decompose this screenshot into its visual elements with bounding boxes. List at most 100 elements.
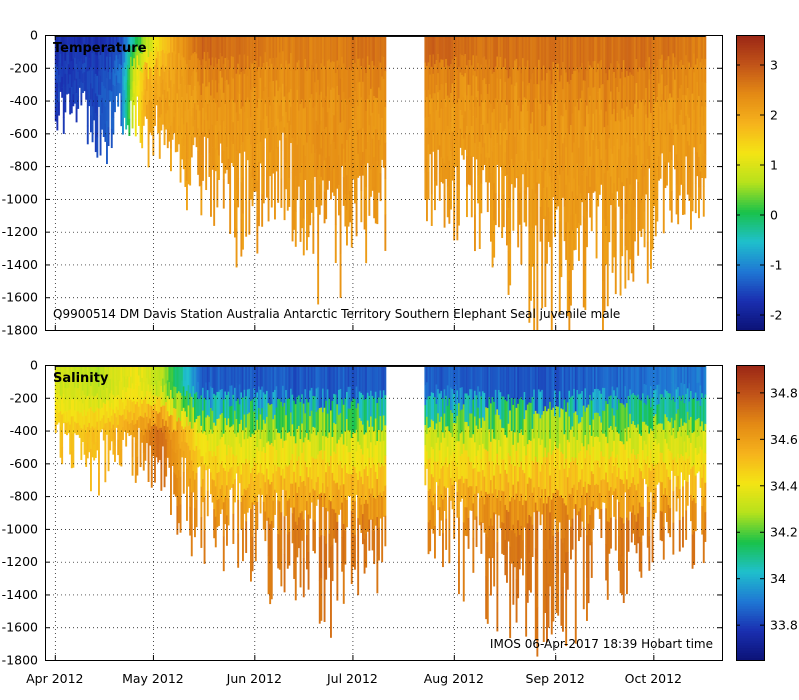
heatmap-cell xyxy=(566,365,569,403)
heatmap-cell xyxy=(594,87,596,114)
heatmap-cell xyxy=(266,390,268,418)
heatmap-cell xyxy=(344,130,347,163)
profile-column xyxy=(202,35,204,181)
heatmap-cell xyxy=(640,68,643,103)
heatmap-cell xyxy=(90,385,92,408)
heatmap-cell xyxy=(269,404,272,445)
heatmap-cell xyxy=(458,66,460,99)
heatmap-cell xyxy=(69,365,72,381)
heatmap-cell xyxy=(227,35,230,61)
colorbar-segment xyxy=(736,167,764,171)
heatmap-cell xyxy=(334,110,337,150)
heatmap-cell xyxy=(320,63,323,93)
profile-column xyxy=(579,35,582,226)
heatmap-cell xyxy=(531,112,534,152)
profile-column xyxy=(232,365,235,544)
heatmap-cell xyxy=(464,478,467,508)
heatmap-cell xyxy=(686,141,689,169)
heatmap-cell xyxy=(437,111,440,131)
heatmap-cell xyxy=(360,35,363,67)
heatmap-cell xyxy=(499,446,502,474)
heatmap-cell xyxy=(192,365,195,387)
heatmap-cell xyxy=(275,450,278,472)
heatmap-cell xyxy=(374,498,377,526)
heatmap-cell xyxy=(99,95,102,116)
heatmap-cell xyxy=(230,120,233,142)
heatmap-cell xyxy=(531,396,534,430)
heatmap-cell xyxy=(347,365,350,388)
heatmap-cell xyxy=(547,138,550,174)
heatmap-cell xyxy=(528,514,531,553)
heatmap-cell xyxy=(149,35,152,52)
heatmap-cell xyxy=(74,376,76,388)
heatmap-cell xyxy=(125,66,128,83)
heatmap-cell xyxy=(171,35,174,53)
profile-column xyxy=(138,365,140,428)
heatmap-cell xyxy=(186,494,188,521)
heatmap-cell xyxy=(501,170,504,205)
heatmap-cell xyxy=(370,442,372,469)
heatmap-cell xyxy=(666,60,668,86)
heatmap-cell xyxy=(202,59,204,84)
heatmap-cell xyxy=(80,70,83,83)
heatmap-cell xyxy=(190,365,193,398)
heatmap-cell xyxy=(85,415,88,434)
heatmap-cell xyxy=(565,72,568,111)
heatmap-cell xyxy=(254,139,257,166)
heatmap-cell xyxy=(299,365,302,403)
heatmap-cell xyxy=(90,115,92,133)
heatmap-cell xyxy=(469,485,472,511)
heatmap-cell xyxy=(179,157,182,183)
colorbar-segment xyxy=(736,143,764,147)
profile-column xyxy=(98,365,100,496)
profile-column xyxy=(619,35,622,296)
profile-column xyxy=(237,35,240,208)
heatmap-cell xyxy=(461,476,464,499)
heatmap-cell xyxy=(661,54,664,75)
heatmap-cell xyxy=(184,60,187,86)
heatmap-cell xyxy=(382,466,385,492)
heatmap-cell xyxy=(222,35,225,65)
heatmap-cell xyxy=(662,200,665,234)
heatmap-cell xyxy=(170,414,172,441)
heatmap-cell xyxy=(485,35,488,60)
heatmap-cell xyxy=(539,103,542,139)
heatmap-cell xyxy=(374,160,377,193)
heatmap-cell xyxy=(427,396,430,429)
heatmap-cell xyxy=(91,441,94,458)
profile-column xyxy=(94,365,97,458)
heatmap-cell xyxy=(182,386,185,409)
heatmap-cell xyxy=(109,435,112,451)
heatmap-cell xyxy=(219,439,222,465)
colorbar-segment xyxy=(736,317,764,321)
heatmap-cell xyxy=(696,152,699,177)
profile-column xyxy=(155,365,158,458)
heatmap-cell xyxy=(510,109,513,135)
heatmap-cell xyxy=(331,544,334,582)
heatmap-cell xyxy=(357,365,360,404)
heatmap-cell xyxy=(363,399,366,435)
heatmap-cell xyxy=(235,73,238,113)
heatmap-cell xyxy=(317,35,320,81)
heatmap-cell xyxy=(216,419,219,447)
profile-column xyxy=(158,35,161,159)
heatmap-cell xyxy=(338,414,340,441)
heatmap-cell xyxy=(526,60,529,86)
heatmap-cell xyxy=(54,421,57,434)
heatmap-cell xyxy=(442,365,444,399)
heatmap-cell xyxy=(648,123,651,147)
heatmap-cell xyxy=(149,378,152,393)
heatmap-cell xyxy=(115,85,118,97)
heatmap-cell xyxy=(562,116,564,144)
heatmap-cell xyxy=(437,35,440,55)
heatmap-cell xyxy=(678,115,681,143)
profile-column xyxy=(246,35,249,161)
heatmap-cell xyxy=(186,93,188,123)
heatmap-cell xyxy=(245,365,248,397)
heatmap-cell xyxy=(533,389,536,415)
heatmap-cell xyxy=(197,35,200,59)
colorbar-segment xyxy=(736,293,764,296)
heatmap-cell xyxy=(579,193,582,226)
profile-column xyxy=(346,35,348,246)
profile-column xyxy=(213,365,216,539)
